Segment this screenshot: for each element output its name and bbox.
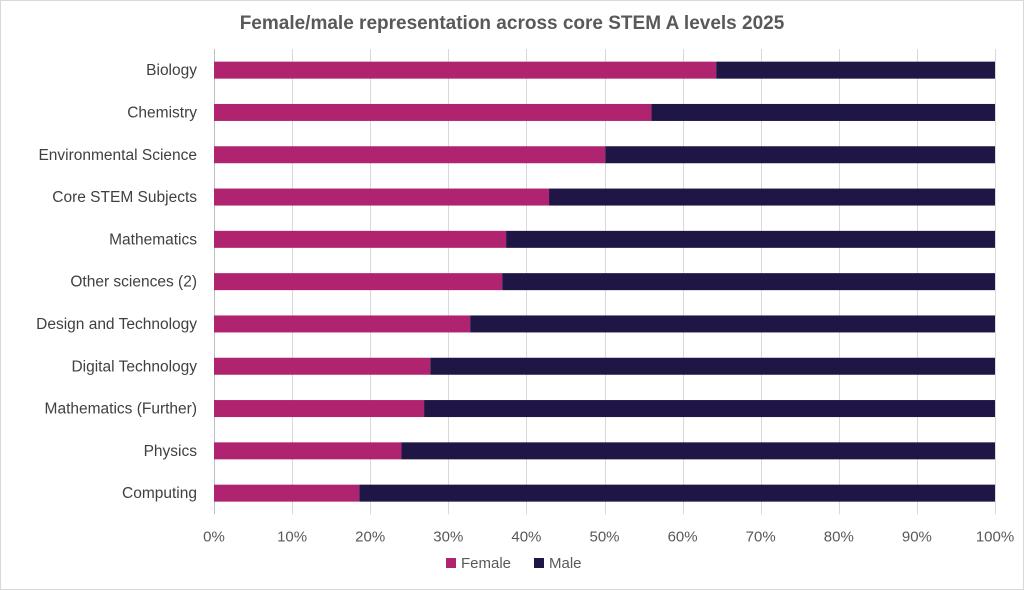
legend-label-male: Male	[549, 555, 582, 572]
x-tick-label-40: 40%	[511, 528, 541, 545]
x-tick-label-10: 10%	[277, 528, 307, 545]
bar-female-mathematics-further	[214, 400, 425, 418]
bars	[214, 61, 996, 502]
legend-swatch-female	[446, 558, 456, 568]
category-label-environmental-science: Environmental Science	[38, 147, 197, 164]
bar-male-mathematics-further	[424, 400, 996, 418]
bar-female-biology	[214, 61, 717, 79]
category-label-design-and-technology: Design and Technology	[36, 316, 197, 333]
bar-male-environmental-science	[605, 146, 995, 164]
x-tick-label-80: 80%	[824, 528, 854, 545]
category-label-other-sciences-2: Other sciences (2)	[70, 274, 197, 291]
x-axis-tick-labels: 0% 10% 20% 30% 40% 50% 60% 70% 80% 90% 100%	[203, 528, 1014, 545]
category-label-mathematics: Mathematics	[109, 231, 197, 248]
x-tick-label-0: 0%	[203, 528, 225, 545]
x-tick-label-20: 20%	[355, 528, 385, 545]
bar-female-digital-technology	[214, 357, 431, 375]
category-label-biology: Biology	[146, 62, 197, 79]
x-tick-label-50: 50%	[589, 528, 619, 545]
bar-female-environmental-science	[214, 146, 606, 164]
bar-male-mathematics	[506, 230, 995, 248]
legend-swatch-male	[534, 558, 544, 568]
category-label-digital-technology: Digital Technology	[71, 358, 197, 375]
bar-male-biology	[716, 61, 995, 79]
category-label-chemistry: Chemistry	[127, 104, 197, 121]
category-label-computing: Computing	[122, 485, 197, 502]
category-labels: Biology Chemistry Environmental Science Cor…	[36, 62, 197, 502]
bar-female-physics	[214, 442, 402, 460]
x-tick-label-30: 30%	[433, 528, 463, 545]
bar-female-mathematics	[214, 230, 507, 248]
bar-female-computing	[214, 484, 360, 502]
bar-male-design-and-technology	[470, 315, 995, 333]
bar-male-core-stem-subjects	[549, 188, 995, 206]
bar-male-digital-technology	[430, 357, 996, 375]
x-tick-label-90: 90%	[902, 528, 932, 545]
x-tick-label-70: 70%	[746, 528, 776, 545]
bar-female-chemistry	[214, 103, 652, 121]
x-tick-label-60: 60%	[668, 528, 698, 545]
bar-male-physics	[401, 442, 995, 460]
bar-male-other-sciences-2	[502, 273, 995, 291]
legend: Female Male	[446, 555, 582, 572]
bar-female-core-stem-subjects	[214, 188, 550, 206]
category-label-mathematics-further: Mathematics (Further)	[45, 401, 197, 418]
chart-title: Female/male representation across core S…	[240, 13, 785, 34]
bar-male-computing	[359, 484, 995, 502]
category-label-physics: Physics	[144, 443, 198, 460]
x-tick-label-100: 100%	[976, 528, 1014, 545]
bar-female-other-sciences-2	[214, 273, 503, 291]
bar-female-design-and-technology	[214, 315, 471, 333]
category-label-core-stem-subjects: Core STEM Subjects	[52, 189, 197, 206]
legend-label-female: Female	[461, 555, 511, 572]
bar-male-chemistry	[651, 103, 995, 121]
